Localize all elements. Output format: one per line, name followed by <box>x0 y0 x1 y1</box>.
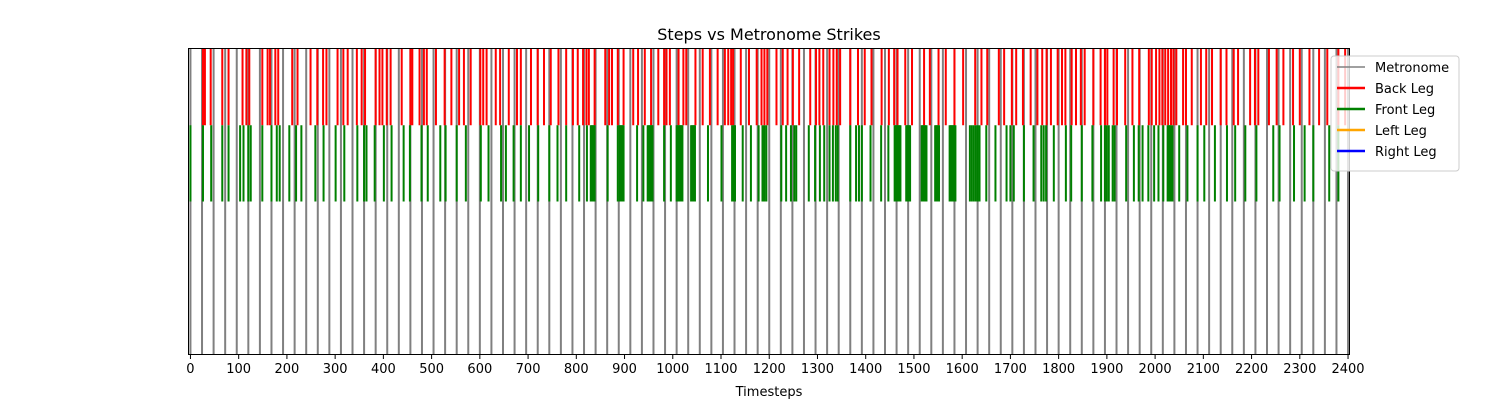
legend-label-right-leg: Right Leg <box>1375 145 1437 160</box>
x-tick-label-2300: 2300 <box>1283 362 1316 377</box>
x-tick-label-1700: 1700 <box>994 362 1027 377</box>
x-tick-label-2100: 2100 <box>1187 362 1220 377</box>
legend-item-right-leg: Right Leg <box>1337 145 1437 160</box>
legend-label-metronome: Metronome <box>1375 61 1449 76</box>
series-front-leg <box>189 125 1340 202</box>
x-tick-label-2200: 2200 <box>1235 362 1268 377</box>
x-tick-label-700: 700 <box>516 362 541 377</box>
x-axis: 0 100 200 300 400 500 600 700 800 900 1000 1100 1200… <box>186 354 1365 377</box>
x-tick-label-200: 200 <box>274 362 299 377</box>
x-tick-label-100: 100 <box>226 362 251 377</box>
x-tick-label-500: 500 <box>419 362 444 377</box>
x-tick-label-600: 600 <box>467 362 492 377</box>
legend-item-front-leg: Front Leg <box>1337 103 1435 118</box>
x-tick-label-800: 800 <box>564 362 589 377</box>
chart-title: Steps vs Metronome Strikes <box>657 25 880 44</box>
plot-area <box>189 49 1350 354</box>
legend-item-back-leg: Back Leg <box>1337 82 1434 97</box>
x-tick-label-1200: 1200 <box>753 362 786 377</box>
x-tick-label-1800: 1800 <box>1042 362 1075 377</box>
series-back-leg <box>201 49 1347 126</box>
x-tick-label-400: 400 <box>371 362 396 377</box>
legend-box <box>1330 55 1460 172</box>
x-tick-label-1100: 1100 <box>704 362 737 377</box>
x-tick-label-2000: 2000 <box>1139 362 1172 377</box>
x-axis-label: Timesteps <box>735 385 803 400</box>
legend-item-left-leg: Left Leg <box>1337 124 1427 139</box>
x-tick-label-900: 900 <box>612 362 637 377</box>
x-tick-label-1500: 1500 <box>897 362 930 377</box>
x-tick-label-1600: 1600 <box>946 362 979 377</box>
legend: Metronome Back Leg Front Leg Left Leg Right … <box>1330 55 1460 172</box>
legend-item-metronome: Metronome <box>1337 61 1449 76</box>
x-tick-label-1300: 1300 <box>801 362 834 377</box>
x-tick-label-2400: 2400 <box>1331 362 1364 377</box>
legend-label-front-leg: Front Leg <box>1375 103 1435 118</box>
legend-label-back-leg: Back Leg <box>1375 82 1434 97</box>
legend-label-left-leg: Left Leg <box>1375 124 1427 139</box>
x-tick-label-1000: 1000 <box>656 362 689 377</box>
x-tick-label-300: 300 <box>323 362 348 377</box>
x-tick-label-1400: 1400 <box>849 362 882 377</box>
x-tick-label-0: 0 <box>186 362 194 377</box>
x-tick-label-1900: 1900 <box>1090 362 1123 377</box>
